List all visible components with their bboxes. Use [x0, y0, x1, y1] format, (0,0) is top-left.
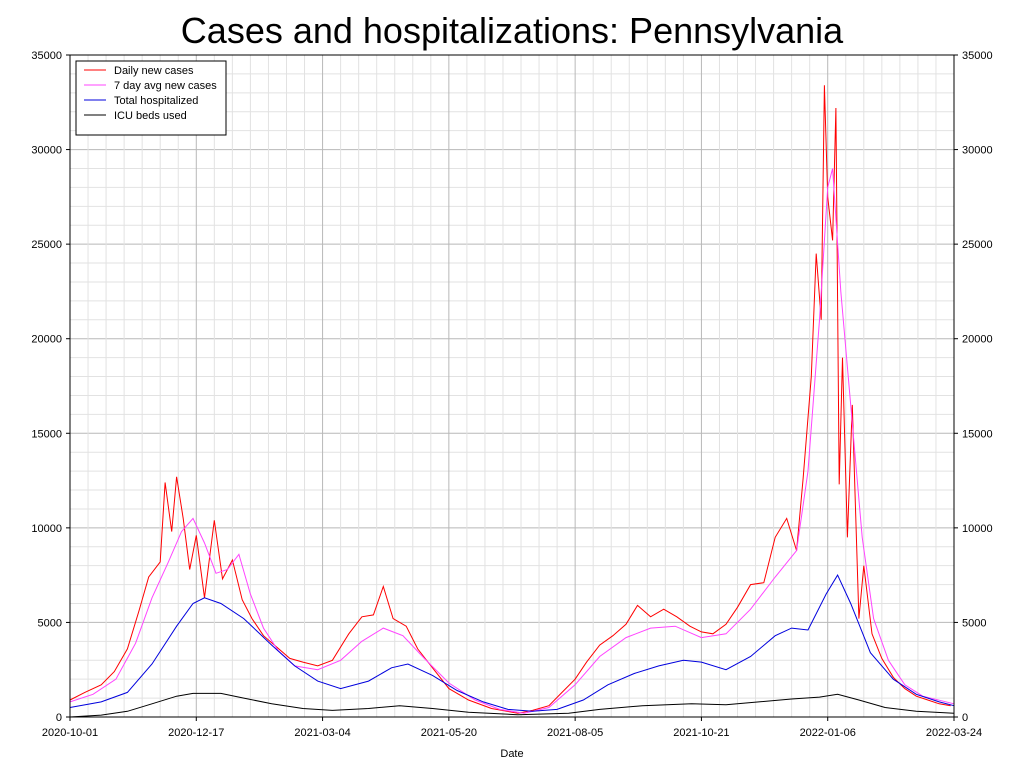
- series-lines: [69, 85, 955, 718]
- y-tick-label: 5000: [38, 617, 62, 629]
- y-tick-label: 15000: [31, 428, 62, 440]
- y-axis-left: 0 5000 10000 15000 20000 25000 30000 35000: [31, 50, 70, 724]
- legend-label: 7 day avg new cases: [114, 80, 217, 92]
- y-tick-label: 30000: [962, 145, 993, 157]
- series-line-7-day-avg-new-cases: [69, 168, 955, 714]
- x-axis-label: Date: [500, 748, 523, 760]
- y-tick-label: 10000: [962, 523, 993, 535]
- plot-frame: [69, 54, 955, 718]
- legend-label: ICU beds used: [114, 110, 187, 122]
- y-tick-label: 25000: [962, 239, 993, 251]
- legend-label: Daily new cases: [114, 65, 194, 77]
- y-tick-label: 5000: [962, 617, 986, 629]
- y-tick-label: 35000: [31, 50, 62, 62]
- y-tick-label: 0: [962, 712, 968, 724]
- y-tick-label: 25000: [31, 239, 62, 251]
- x-tick-label: 2020-12-17: [168, 727, 224, 739]
- series-line-icu-beds-used: [69, 692, 955, 718]
- y-axis-right: 0 5000 10000 15000 20000 25000 30000 35000: [954, 50, 993, 724]
- series-line-daily-new-cases: [69, 85, 951, 714]
- legend-box: [75, 60, 227, 136]
- x-axis: 2020-10-01 2020-12-17 2021-03-04 2021-05-20…: [42, 717, 982, 739]
- x-tick-label: 2021-03-04: [294, 727, 350, 739]
- chart-title: Cases and hospitalizations: Pennsylvania: [181, 10, 844, 51]
- legend-label: Total hospitalized: [114, 95, 198, 107]
- x-tick-label: 2021-08-05: [547, 727, 603, 739]
- y-tick-label: 20000: [962, 334, 993, 346]
- y-tick-label: 30000: [31, 145, 62, 157]
- grid: [69, 54, 955, 718]
- x-tick-label: 2022-01-06: [800, 727, 856, 739]
- legend: Daily new cases 7 day avg new cases Total …: [75, 60, 227, 136]
- y-tick-label: 35000: [962, 50, 993, 62]
- y-tick-label: 10000: [31, 523, 62, 535]
- y-tick-label: 20000: [31, 334, 62, 346]
- x-tick-label: 2021-10-21: [673, 727, 729, 739]
- y-tick-label: 0: [56, 712, 62, 724]
- series-line-total-hospitalized: [69, 574, 955, 712]
- x-tick-label: 2021-05-20: [421, 727, 477, 739]
- y-tick-label: 15000: [962, 428, 993, 440]
- x-tick-label: 2020-10-01: [42, 727, 98, 739]
- x-tick-label: 2022-03-24: [926, 727, 982, 739]
